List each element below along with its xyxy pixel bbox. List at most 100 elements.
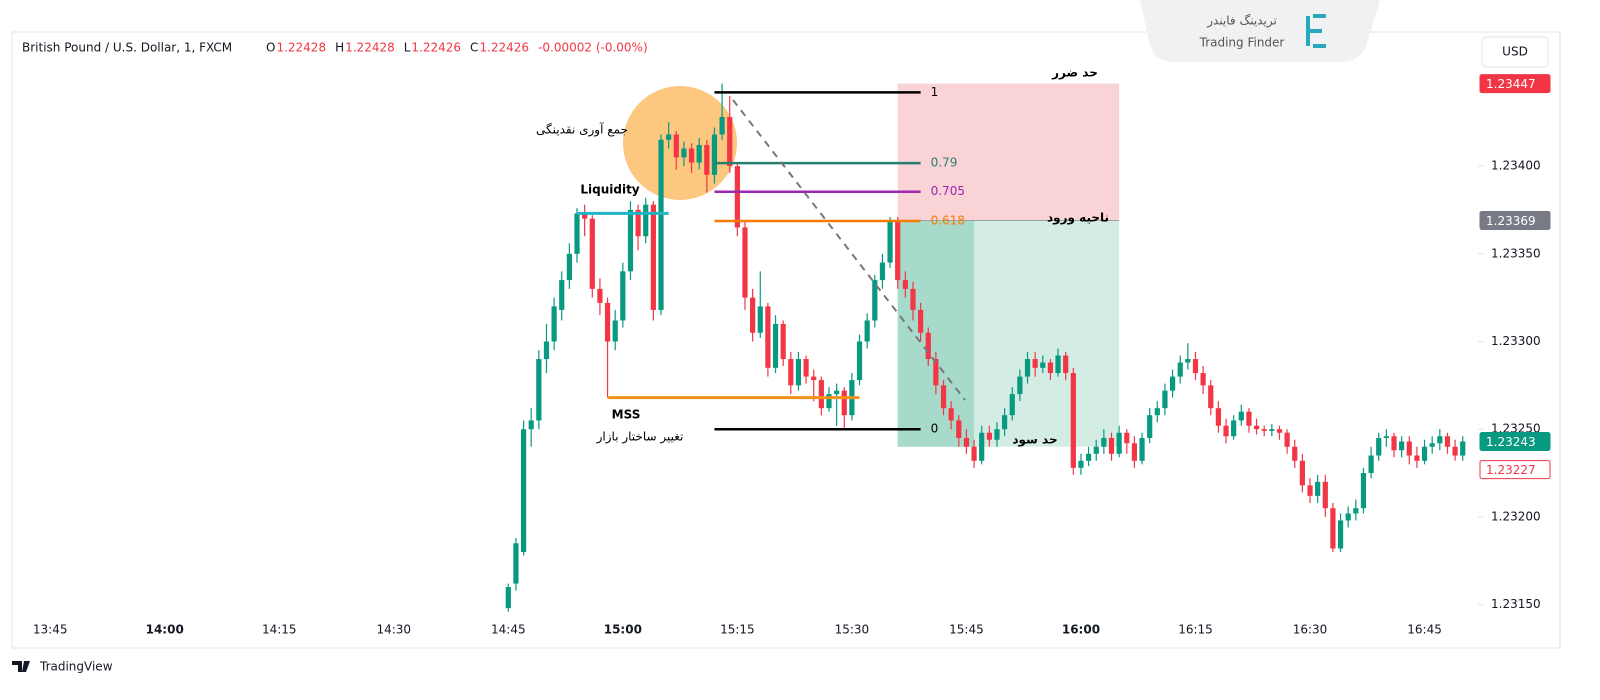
candle-body [704,145,710,175]
candle-body [1223,425,1229,437]
candle-body [1169,376,1176,391]
annotation: Liquidity [580,183,639,197]
x-tick-label: 15:45 [949,623,984,637]
candle-body [971,446,977,461]
candle-body [551,306,557,342]
currency-button[interactable] [1481,36,1549,68]
x-tick-label: 15:30 [835,623,870,637]
annotation: حد ضرر [1051,66,1098,80]
candle-body [520,429,527,553]
candle-body [887,220,893,263]
candle-body [574,213,580,254]
y-tick-label: 1.23300 [1491,334,1541,348]
candle-body [986,432,992,440]
candle-body [1421,446,1428,461]
candle-body [956,420,962,438]
candle-body [1002,415,1008,430]
candle-body [1337,520,1344,549]
candle-body [1292,446,1298,461]
fib-label: 0.618 [931,214,965,228]
liquidity-circle [623,86,737,200]
candle-body [711,134,718,175]
candle-body [1147,415,1153,438]
candle-body [559,280,565,310]
candle-body [1185,359,1191,363]
ohlc: O 1.22428 H 1.22428 L 1.22426 C 1.22426 -0.00002… [266,41,648,55]
candle-body [1460,441,1466,456]
candle-body [1414,455,1420,461]
candle-body [818,380,824,409]
candle-body [1276,429,1283,433]
fib-label: 0.705 [931,184,965,198]
annotation: حد سود [1012,433,1057,448]
candle-body [1238,411,1244,421]
candle-body [1391,436,1397,451]
price-tag [1479,74,1551,94]
labels: 13:45 14:00 14:15 14:30 14:45 15:00 15:15 15:30… [33,66,1551,637]
x-tick-label: 16:15 [1178,623,1213,637]
candle-body [918,309,924,333]
x-tick-label: 14:15 [262,623,297,637]
fib-label: 0 [931,422,939,436]
overlays [623,83,1120,447]
footer-logo [12,661,30,672]
candle-body [1353,508,1359,514]
candle-body [788,359,794,386]
candle-body [1444,436,1451,447]
candle-body [826,394,832,409]
candle-body [963,437,970,447]
price-tag-label: 1.23243 [1486,435,1536,449]
x-tick-label: 14:45 [491,623,526,637]
ohlc-value: 1.22426 [411,41,461,55]
candle-body [948,408,954,421]
chart-frame [11,31,1561,649]
candle-body [1307,485,1313,496]
candle-body [658,139,664,310]
candle-body [841,390,847,416]
candle-body [666,134,672,140]
candle-body [872,280,878,321]
candle-body [650,204,656,310]
candle-body [1108,437,1115,454]
candle-body [1383,436,1389,438]
candle-body [1330,508,1336,549]
candle-body [750,297,756,333]
x-tick-label: 13:45 [33,623,68,637]
candle-body [635,209,641,237]
candle-body [1070,373,1076,468]
ohlc-key: C [470,41,478,55]
candle-body [1368,455,1374,474]
candle-body [1269,429,1275,431]
candle-body [1215,408,1221,426]
candle-body [1322,481,1328,509]
candle-body [1124,432,1130,444]
candle-body [1231,420,1237,437]
candle-body [688,148,695,163]
candle-body [597,288,603,303]
marks [505,83,1466,612]
y-tick-label: 1.23150 [1491,597,1541,611]
annotation: تغییر ساختار بازار [596,430,684,445]
candle-body [1047,362,1054,374]
stop-zone [897,83,1120,221]
y-tick-label: 1.23200 [1491,509,1541,523]
candle-body [1063,355,1069,374]
candle-body [795,359,802,386]
x-tick-label: 16:30 [1293,623,1328,637]
candle-body [1253,425,1260,430]
price-tag [1479,210,1551,230]
currency-label[interactable]: USD [1502,45,1528,59]
fib-label: 0.79 [931,156,958,170]
candle-body [1017,376,1023,395]
candle-body [681,148,687,158]
ohlc-value: 1.22428 [345,41,395,55]
watermark-fa: تریدینگ فایندر [1206,14,1277,29]
candle-body [673,134,679,158]
target-filled [897,220,975,447]
candle-body [1024,359,1031,377]
x-tick-label: 16:45 [1407,623,1442,637]
ohlc-key: L [404,41,411,55]
candle-body [864,320,870,342]
